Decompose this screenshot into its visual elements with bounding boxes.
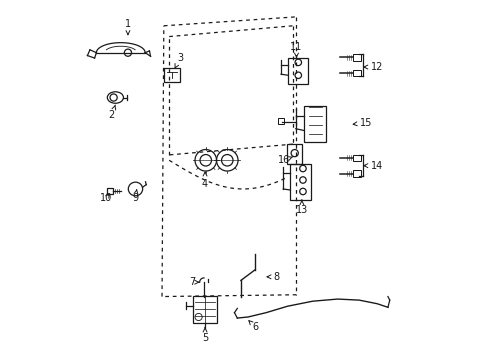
Text: 7: 7: [189, 277, 198, 287]
Text: 14: 14: [363, 161, 383, 171]
Bar: [352, 70, 360, 76]
Text: 10: 10: [100, 193, 112, 203]
Bar: [277, 118, 283, 124]
Text: 3: 3: [174, 53, 183, 68]
Bar: [304, 106, 325, 142]
Text: 1: 1: [124, 19, 131, 35]
Text: 5: 5: [202, 327, 208, 343]
Text: 6: 6: [248, 321, 258, 332]
Text: 8: 8: [266, 272, 279, 282]
Text: 2: 2: [108, 105, 116, 121]
Bar: [352, 54, 360, 60]
Text: 9: 9: [132, 190, 138, 203]
Text: 16: 16: [277, 155, 292, 165]
Bar: [286, 144, 301, 164]
Bar: [352, 154, 360, 161]
Bar: [290, 164, 310, 200]
Bar: [164, 68, 180, 82]
Bar: [106, 188, 113, 194]
Text: 13: 13: [295, 200, 307, 216]
Text: 12: 12: [363, 62, 383, 72]
Text: 15: 15: [352, 118, 372, 128]
Bar: [352, 170, 360, 177]
Bar: [192, 296, 217, 323]
Bar: [287, 58, 307, 84]
Text: 11: 11: [290, 42, 302, 58]
Text: 4: 4: [202, 172, 208, 189]
